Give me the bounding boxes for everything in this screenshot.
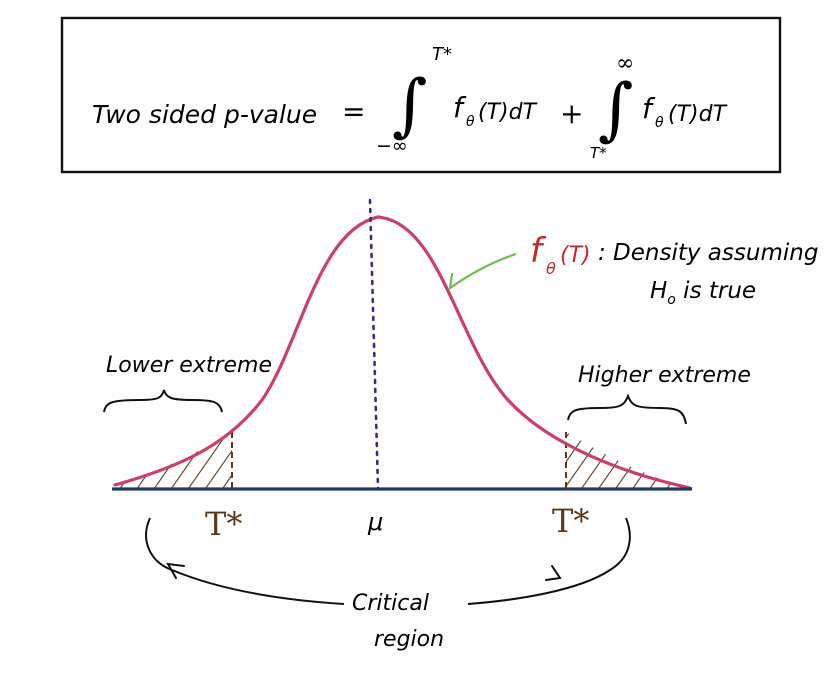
t-star-left-label: T*: [205, 505, 242, 543]
integral-1-argument: (T)dT: [478, 100, 538, 125]
density-theta: θ: [546, 259, 556, 278]
density-text-line1: : Density assuming: [598, 240, 818, 266]
density-curve: [113, 215, 692, 490]
critical-region-arc-left: [145, 517, 345, 605]
higher-extreme-brace: [567, 393, 687, 425]
lower-extreme-label: Lower extreme: [106, 353, 272, 378]
right-tail-shaded-area: [565, 432, 690, 489]
region-label: region: [374, 627, 444, 652]
higher-extreme-label: Higher extreme: [578, 363, 751, 388]
integral-1-lower-limit: −∞: [376, 135, 408, 157]
formula-plus: +: [560, 97, 583, 130]
integral-1-upper-limit: T*: [432, 44, 452, 65]
integral-1-sign: ∫: [392, 66, 427, 145]
t-star-right-label: T*: [552, 502, 589, 540]
formula-lhs: Two sided p-value: [92, 100, 317, 129]
density-argument: (T): [560, 243, 591, 268]
critical-region-arrowhead-left: [166, 562, 185, 579]
mean-line: [368, 198, 380, 490]
formula-box: [60, 16, 782, 174]
integral-2-sign: ∫: [598, 70, 633, 149]
integral-2-lower-limit: T*: [590, 144, 607, 162]
critical-region-arc-right: [467, 517, 631, 605]
formula-equals: =: [342, 95, 365, 128]
integral-2-argument: (T)dT: [668, 102, 728, 127]
critical-label: Critical: [352, 591, 429, 616]
integral-1-theta: θ: [466, 114, 475, 130]
integral-2-upper-limit: ∞: [616, 51, 634, 76]
density-annotation: f θ (T) : Density assuming Ho is true: [448, 231, 818, 308]
mu-label: μ: [367, 508, 383, 536]
lower-extreme-brace: [103, 389, 223, 413]
integral-2-theta: θ: [655, 115, 664, 131]
left-tail-shaded-area: [115, 432, 233, 489]
density-text-line2: Ho is true: [650, 278, 756, 308]
formula: Two sided p-value = ∫ T* −∞ f θ (T)dT + …: [92, 44, 728, 162]
density-pointer-arrowhead: [448, 272, 464, 291]
density-symbol: f: [530, 231, 547, 271]
critical-region-arrowhead-right: [545, 565, 562, 581]
density-pointer-arrow: [449, 252, 517, 289]
